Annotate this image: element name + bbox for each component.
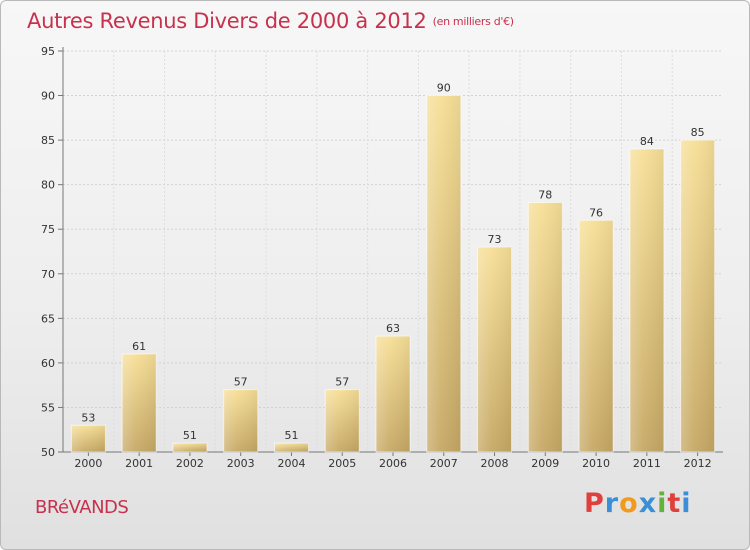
y-tick-label: 75	[41, 223, 55, 236]
bar-shine-2006	[376, 336, 410, 452]
x-tick-label-2003: 2003	[227, 457, 255, 470]
value-label-2000: 53	[81, 411, 95, 424]
value-label-2006: 63	[386, 322, 400, 335]
value-label-2004: 51	[284, 429, 298, 442]
bar-shine-2003	[223, 389, 258, 452]
data-labels: 53 61 51 57 51 57 63 90 73 78 76 84 85	[81, 82, 704, 443]
value-label-2005: 57	[335, 376, 349, 389]
value-label-2010: 76	[589, 206, 603, 219]
value-label-2001: 61	[132, 340, 146, 353]
value-label-2003: 57	[234, 376, 248, 389]
value-label-2007: 90	[437, 82, 451, 95]
y-tick-label: 65	[41, 312, 55, 325]
x-tick-label-2006: 2006	[379, 457, 407, 470]
y-tick-label: 80	[41, 179, 55, 192]
grid-lines	[63, 50, 723, 452]
x-tick-label-2012: 2012	[684, 457, 712, 470]
proxiti-logo: Proxiti	[584, 488, 692, 519]
y-tick-label: 85	[41, 134, 55, 147]
y-tick-label: 70	[41, 268, 55, 281]
value-label-2002: 51	[183, 429, 197, 442]
x-tick-label-2004: 2004	[277, 457, 305, 470]
bar-shine-2009	[528, 202, 563, 452]
y-tick-label: 90	[41, 90, 55, 103]
bar-shine-2011	[629, 149, 664, 452]
value-label-2009: 78	[538, 188, 552, 201]
y-tick-label: 60	[41, 357, 55, 370]
bar-shine-2000	[71, 425, 106, 452]
logo-letter: r	[604, 488, 620, 519]
value-label-2012: 85	[691, 126, 705, 139]
y-tick-label: 50	[41, 446, 55, 459]
logo-letter: P	[584, 488, 605, 519]
bar-shine-2004	[274, 443, 309, 452]
x-tick-label-2007: 2007	[430, 457, 458, 470]
x-tick-label-2011: 2011	[633, 457, 661, 470]
logo-letter: x	[638, 488, 658, 519]
logo-letter: t	[667, 488, 682, 519]
logo-letter: i	[681, 488, 692, 519]
bar-shine-2012	[680, 140, 715, 452]
x-tick-label-2010: 2010	[582, 457, 610, 470]
x-tick-label-2001: 2001	[125, 457, 153, 470]
y-tick-label: 55	[41, 401, 55, 414]
bars	[70, 95, 716, 453]
chart-title: Autres Revenus Divers de 2000 à 2012 (en …	[27, 9, 514, 33]
x-tick-label-2005: 2005	[328, 457, 356, 470]
x-tick-label-2000: 2000	[74, 457, 102, 470]
bar-shine-2010	[579, 220, 614, 452]
bar-shine-2002	[172, 443, 207, 452]
value-label-2008: 73	[488, 233, 502, 246]
y-tick-label: 95	[41, 45, 55, 58]
x-tick-label-2002: 2002	[176, 457, 204, 470]
x-tick-label-2008: 2008	[481, 457, 509, 470]
bar-shine-2005	[325, 389, 360, 452]
bar-shine-2008	[477, 247, 512, 452]
bar-shine-2001	[122, 353, 157, 452]
axes: 50 55 60 65 70 75 80 85 90 95 2000 2001 2002 2003 2004…	[41, 45, 723, 470]
town-name: BRéVANDS	[35, 497, 129, 518]
bar-shine-2007	[426, 95, 461, 453]
chart-subtitle: (en milliers d'€)	[432, 15, 514, 28]
logo-letter: o	[619, 488, 639, 519]
chart-title-text: Autres Revenus Divers de 2000 à 2012	[27, 9, 427, 33]
value-label-2011: 84	[640, 135, 654, 148]
logo-letter: i	[657, 488, 668, 519]
x-tick-label-2009: 2009	[531, 457, 559, 470]
